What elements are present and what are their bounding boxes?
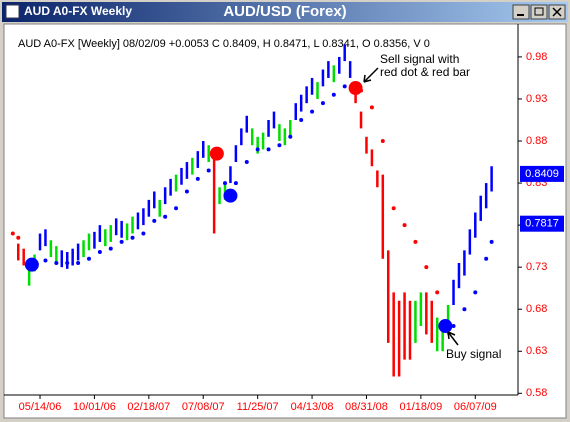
- x-tick-label: 05/14/06: [19, 401, 62, 413]
- price-label: 0.8409: [525, 168, 559, 180]
- stop-dot: [108, 246, 113, 251]
- title-bar: [2, 2, 568, 22]
- signal-dot: [209, 146, 224, 161]
- stop-dot: [413, 239, 418, 244]
- plot: 0.580.630.680.730.780.830.880.930.9805/1…: [10, 44, 547, 413]
- stop-dot: [16, 235, 21, 240]
- signal-dot: [438, 319, 453, 334]
- annotation-arrow: [447, 331, 459, 346]
- maximize-icon: [534, 7, 544, 16]
- minimize-button[interactable]: [512, 4, 530, 20]
- annotation: Buy signal: [446, 347, 501, 361]
- stop-dot: [288, 134, 293, 139]
- stop-dot: [174, 206, 179, 211]
- stop-dot: [195, 176, 200, 181]
- stop-dot: [299, 117, 304, 122]
- stop-dot: [380, 139, 385, 144]
- chart-subtitle: AUD A0-FX [Weekly] 08/02/09 +0.0053 C 0.…: [18, 38, 430, 50]
- stop-dot: [255, 147, 260, 152]
- stop-dot: [184, 189, 189, 194]
- x-tick-label: 07/08/07: [182, 401, 225, 413]
- stop-dot: [163, 214, 168, 219]
- stop-dot: [152, 218, 157, 223]
- stop-dot: [130, 235, 135, 240]
- stop-dot: [10, 231, 15, 236]
- stop-dot: [65, 260, 70, 265]
- window-title: AUD A0-FX Weekly: [24, 4, 132, 18]
- stop-dot: [391, 206, 396, 211]
- stop-dot: [76, 260, 81, 265]
- stop-dot: [451, 324, 456, 329]
- stop-dot: [342, 84, 347, 89]
- annotation-arrow: [363, 67, 379, 83]
- x-tick-label: 11/25/07: [237, 401, 279, 413]
- stop-dot: [54, 260, 59, 265]
- maximize-button[interactable]: [530, 4, 548, 20]
- stop-dot: [310, 109, 315, 114]
- annotation: red dot & red bar: [380, 65, 470, 79]
- y-tick-label: 0.88: [526, 135, 547, 147]
- stop-dot: [402, 223, 407, 228]
- y-tick-label: 0.73: [526, 261, 547, 273]
- y-tick-label: 0.98: [526, 51, 547, 63]
- signal-dot: [24, 257, 39, 272]
- stop-dot: [97, 250, 102, 255]
- stop-dot: [424, 265, 429, 270]
- stop-dot: [43, 258, 48, 263]
- signal-dot: [348, 81, 363, 96]
- x-tick-label: 10/01/06: [73, 401, 116, 413]
- stop-dot: [331, 92, 336, 97]
- y-tick-label: 0.93: [526, 93, 547, 105]
- stop-dot: [233, 181, 238, 186]
- price-label-box: [520, 165, 564, 182]
- price-label: 0.7817: [525, 218, 559, 230]
- window-icon: [5, 4, 20, 19]
- stop-dot: [141, 231, 146, 236]
- chart-title: AUD/USD (Forex): [223, 3, 346, 20]
- x-tick-label: 02/18/07: [127, 401, 170, 413]
- stop-dot: [244, 160, 249, 165]
- stop-dot: [489, 239, 494, 244]
- x-tick-label: 04/13/08: [291, 401, 334, 413]
- y-tick-label: 0.63: [526, 345, 547, 357]
- x-tick-label: 08/31/08: [345, 401, 388, 413]
- chart-area: [3, 23, 567, 419]
- stop-dot: [119, 239, 124, 244]
- stop-dot: [473, 290, 478, 295]
- stop-dot: [277, 143, 282, 148]
- y-tick-label: 0.58: [526, 387, 547, 399]
- x-tick-label: 06/07/09: [454, 401, 497, 413]
- stop-dot: [206, 168, 211, 173]
- stop-dot: [266, 147, 271, 152]
- stop-dot: [86, 256, 91, 261]
- annotation: Sell signal with: [380, 52, 459, 66]
- stop-dot: [369, 105, 374, 110]
- close-icon: [552, 7, 562, 17]
- stop-dot: [484, 256, 489, 261]
- price-label-box: [520, 215, 564, 232]
- stop-dot: [223, 181, 228, 186]
- window-buttons[interactable]: [512, 4, 566, 20]
- stop-dot: [320, 101, 325, 106]
- y-tick-label: 0.68: [526, 303, 547, 315]
- stop-dot: [435, 290, 440, 295]
- signal-dot: [223, 188, 238, 203]
- x-tick-label: 01/18/09: [399, 401, 442, 413]
- stop-dot: [462, 307, 467, 312]
